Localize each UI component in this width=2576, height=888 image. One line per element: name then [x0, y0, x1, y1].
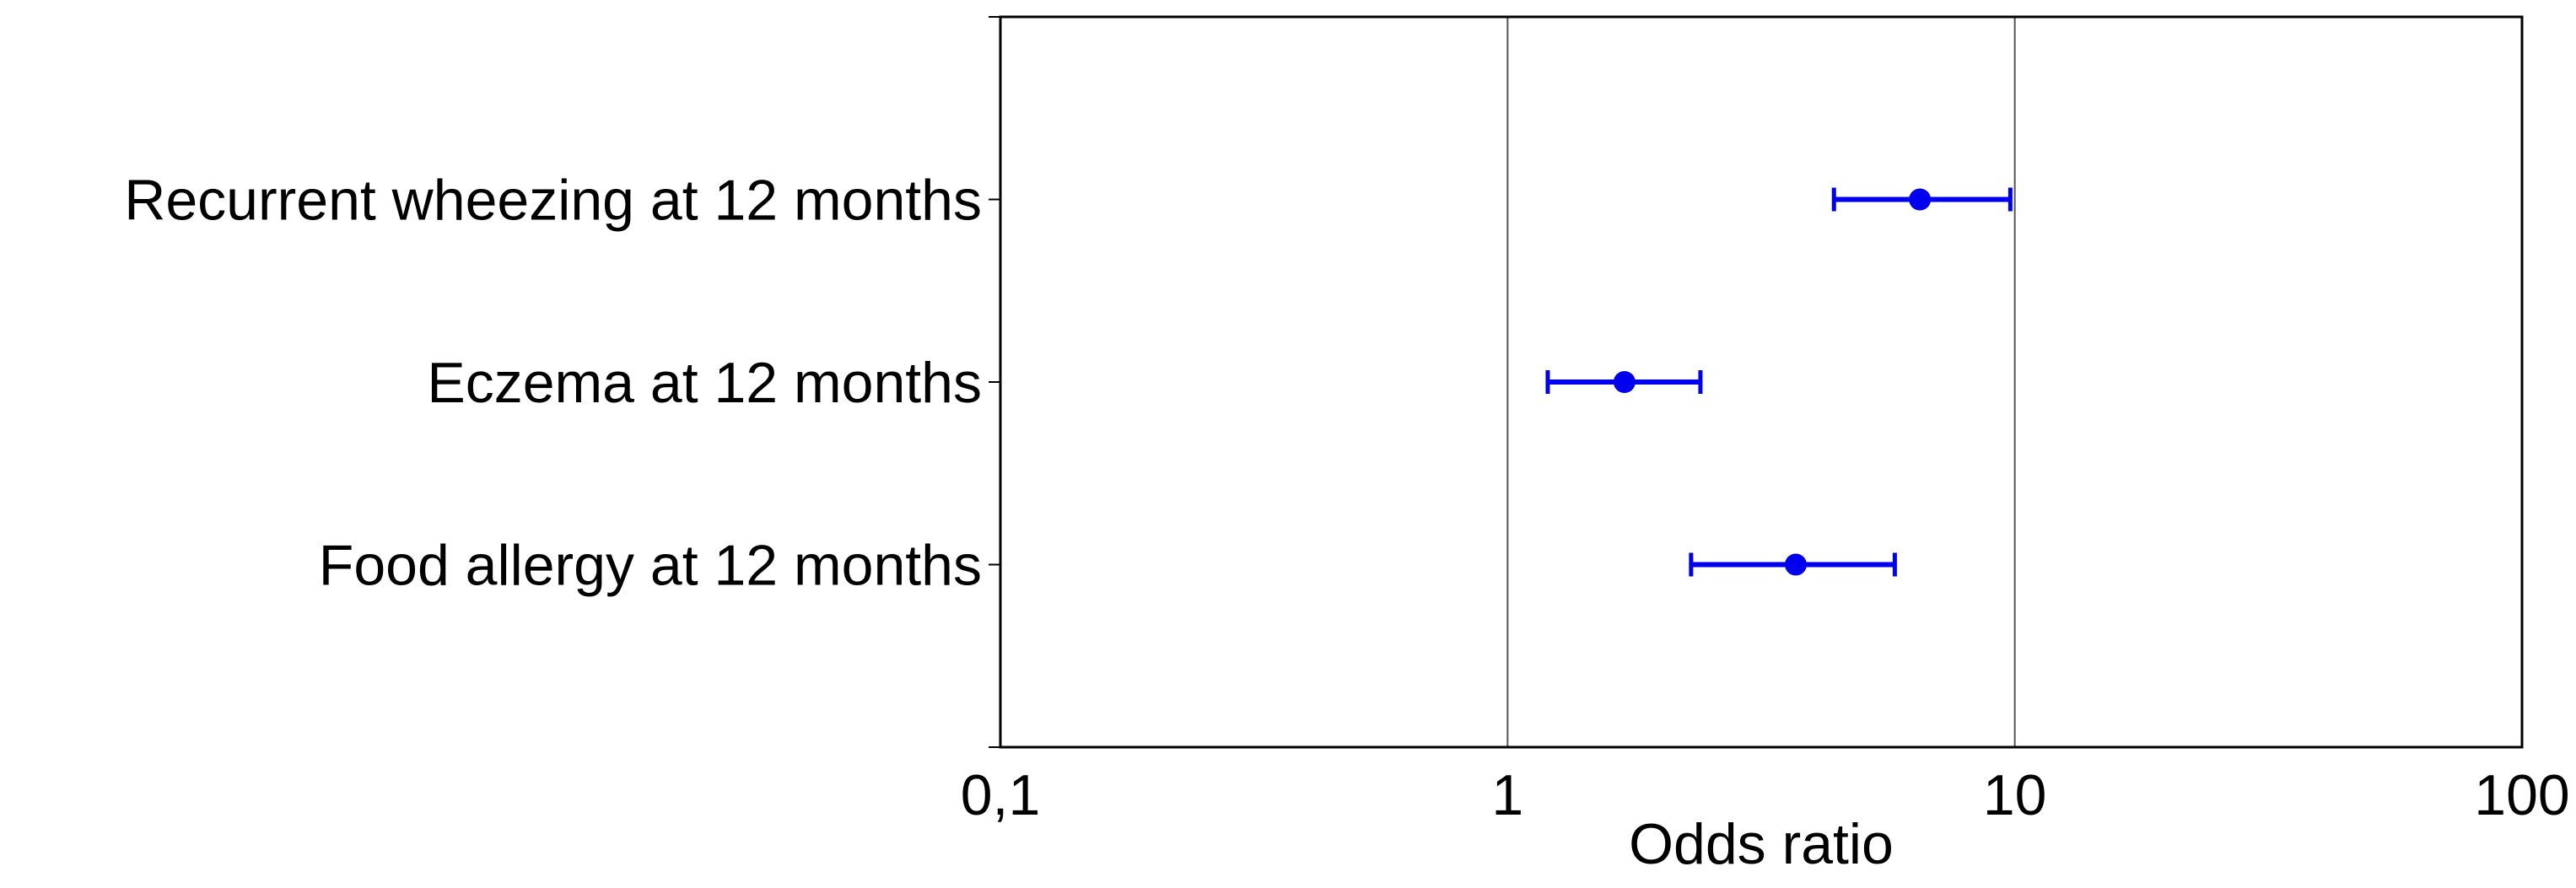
estimate-group [1689, 552, 1897, 577]
plot-frame [999, 15, 2524, 749]
x-tick-label: 0,1 [961, 763, 1041, 827]
category-label: Recurrent wheezing at 12 months [124, 169, 982, 233]
category-label: Food allergy at 12 months [319, 534, 982, 598]
estimate-group [1545, 370, 1703, 394]
x-tick-label: 100 [2474, 763, 2569, 827]
point-estimate [1909, 188, 1932, 211]
gridline-layer [1506, 17, 2016, 747]
y-tick-layer [989, 16, 1000, 748]
x-tick-label: 1 [1491, 763, 1523, 827]
x-axis-title: Odds ratio [1629, 812, 1894, 876]
data-mark-layer [1545, 187, 2013, 577]
point-estimate [1613, 371, 1636, 393]
category-label: Eczema at 12 months [427, 351, 982, 415]
point-estimate [1785, 553, 1808, 576]
category-label-layer: Recurrent wheezing at 12 months Eczema at… [124, 169, 982, 598]
x-tick-label: 10 [1983, 763, 2047, 827]
x-tick-layer: 0,1 1 10 100 [961, 763, 2570, 827]
estimate-group [1831, 187, 2013, 212]
